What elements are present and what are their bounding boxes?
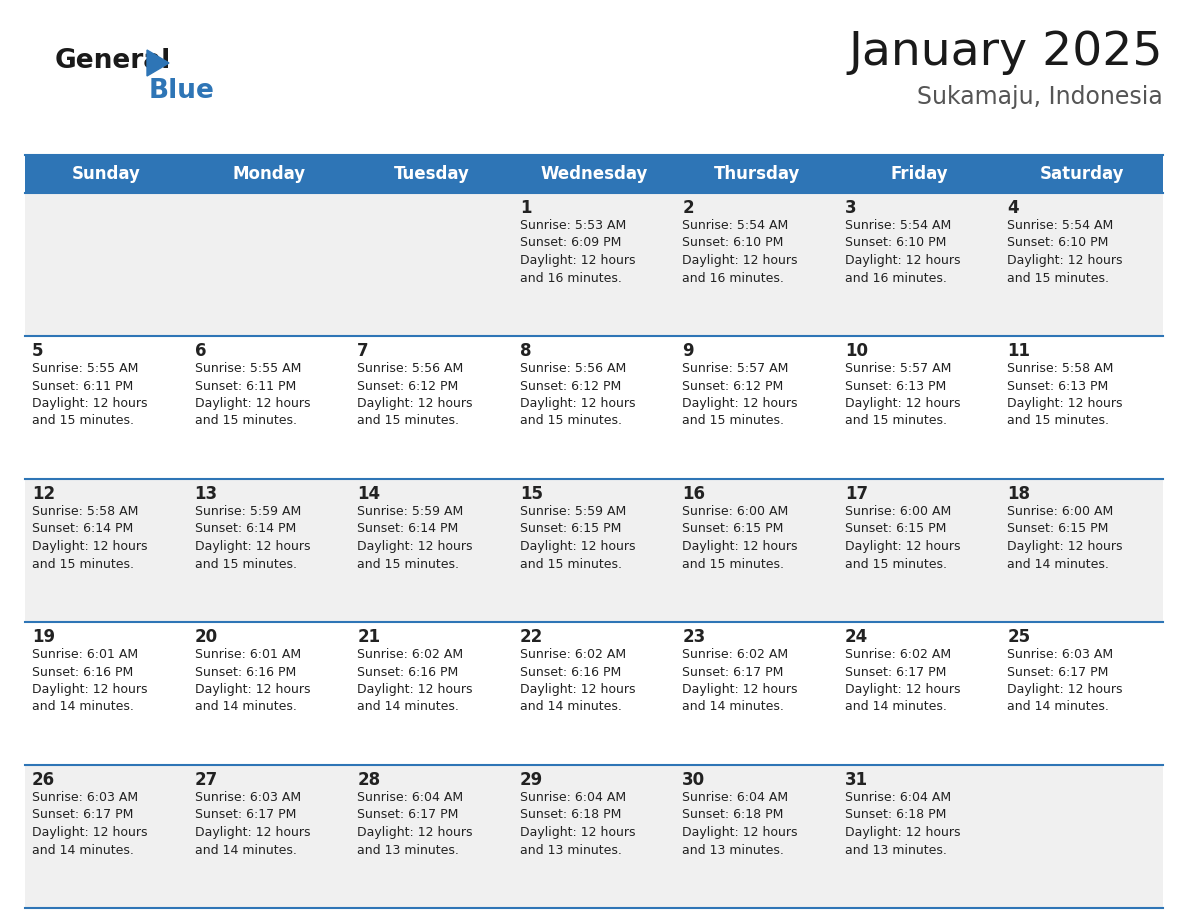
Text: Sunrise: 5:59 AM
Sunset: 6:14 PM
Daylight: 12 hours
and 15 minutes.: Sunrise: 5:59 AM Sunset: 6:14 PM Dayligh… — [358, 505, 473, 570]
Text: Sunrise: 6:01 AM
Sunset: 6:16 PM
Daylight: 12 hours
and 14 minutes.: Sunrise: 6:01 AM Sunset: 6:16 PM Dayligh… — [195, 648, 310, 713]
Text: 5: 5 — [32, 342, 44, 360]
Text: 18: 18 — [1007, 485, 1030, 503]
Text: Sukamaju, Indonesia: Sukamaju, Indonesia — [917, 85, 1163, 109]
Text: Sunrise: 6:03 AM
Sunset: 6:17 PM
Daylight: 12 hours
and 14 minutes.: Sunrise: 6:03 AM Sunset: 6:17 PM Dayligh… — [195, 791, 310, 856]
Text: Sunrise: 5:59 AM
Sunset: 6:14 PM
Daylight: 12 hours
and 15 minutes.: Sunrise: 5:59 AM Sunset: 6:14 PM Dayligh… — [195, 505, 310, 570]
Text: Sunrise: 6:00 AM
Sunset: 6:15 PM
Daylight: 12 hours
and 14 minutes.: Sunrise: 6:00 AM Sunset: 6:15 PM Dayligh… — [1007, 505, 1123, 570]
Text: Sunrise: 6:03 AM
Sunset: 6:17 PM
Daylight: 12 hours
and 14 minutes.: Sunrise: 6:03 AM Sunset: 6:17 PM Dayligh… — [32, 791, 147, 856]
Text: Sunrise: 5:56 AM
Sunset: 6:12 PM
Daylight: 12 hours
and 15 minutes.: Sunrise: 5:56 AM Sunset: 6:12 PM Dayligh… — [358, 362, 473, 428]
Text: 11: 11 — [1007, 342, 1030, 360]
Text: Sunrise: 5:59 AM
Sunset: 6:15 PM
Daylight: 12 hours
and 15 minutes.: Sunrise: 5:59 AM Sunset: 6:15 PM Dayligh… — [519, 505, 636, 570]
Bar — [25, 622, 1163, 765]
Text: Blue: Blue — [148, 78, 215, 104]
Text: 21: 21 — [358, 628, 380, 646]
Text: Sunrise: 6:02 AM
Sunset: 6:17 PM
Daylight: 12 hours
and 14 minutes.: Sunrise: 6:02 AM Sunset: 6:17 PM Dayligh… — [845, 648, 960, 713]
Bar — [838, 155, 1000, 193]
Text: Sunrise: 5:54 AM
Sunset: 6:10 PM
Daylight: 12 hours
and 15 minutes.: Sunrise: 5:54 AM Sunset: 6:10 PM Dayligh… — [1007, 219, 1123, 285]
Text: January 2025: January 2025 — [848, 30, 1163, 75]
Text: 16: 16 — [682, 485, 706, 503]
Text: 22: 22 — [519, 628, 543, 646]
Text: 9: 9 — [682, 342, 694, 360]
Text: Sunrise: 6:02 AM
Sunset: 6:17 PM
Daylight: 12 hours
and 14 minutes.: Sunrise: 6:02 AM Sunset: 6:17 PM Dayligh… — [682, 648, 798, 713]
Text: 20: 20 — [195, 628, 217, 646]
Text: Sunrise: 6:04 AM
Sunset: 6:18 PM
Daylight: 12 hours
and 13 minutes.: Sunrise: 6:04 AM Sunset: 6:18 PM Dayligh… — [519, 791, 636, 856]
Text: Sunrise: 6:02 AM
Sunset: 6:16 PM
Daylight: 12 hours
and 14 minutes.: Sunrise: 6:02 AM Sunset: 6:16 PM Dayligh… — [519, 648, 636, 713]
Bar — [25, 479, 1163, 622]
Text: 31: 31 — [845, 771, 868, 789]
Text: Sunrise: 5:58 AM
Sunset: 6:14 PM
Daylight: 12 hours
and 15 minutes.: Sunrise: 5:58 AM Sunset: 6:14 PM Dayligh… — [32, 505, 147, 570]
Text: 28: 28 — [358, 771, 380, 789]
Text: Sunrise: 6:04 AM
Sunset: 6:18 PM
Daylight: 12 hours
and 13 minutes.: Sunrise: 6:04 AM Sunset: 6:18 PM Dayligh… — [845, 791, 960, 856]
Text: Sunrise: 5:57 AM
Sunset: 6:12 PM
Daylight: 12 hours
and 15 minutes.: Sunrise: 5:57 AM Sunset: 6:12 PM Dayligh… — [682, 362, 798, 428]
Bar — [675, 155, 838, 193]
Text: Thursday: Thursday — [713, 165, 800, 183]
Text: Sunrise: 5:57 AM
Sunset: 6:13 PM
Daylight: 12 hours
and 15 minutes.: Sunrise: 5:57 AM Sunset: 6:13 PM Dayligh… — [845, 362, 960, 428]
Text: General: General — [55, 48, 171, 74]
Text: 7: 7 — [358, 342, 368, 360]
Bar — [513, 155, 675, 193]
Text: 4: 4 — [1007, 199, 1019, 217]
Text: 24: 24 — [845, 628, 868, 646]
Text: 3: 3 — [845, 199, 857, 217]
Text: 1: 1 — [519, 199, 531, 217]
Text: Sunrise: 5:54 AM
Sunset: 6:10 PM
Daylight: 12 hours
and 16 minutes.: Sunrise: 5:54 AM Sunset: 6:10 PM Dayligh… — [845, 219, 960, 285]
Text: 30: 30 — [682, 771, 706, 789]
Text: Sunrise: 6:00 AM
Sunset: 6:15 PM
Daylight: 12 hours
and 15 minutes.: Sunrise: 6:00 AM Sunset: 6:15 PM Dayligh… — [682, 505, 798, 570]
Bar — [188, 155, 350, 193]
Text: Sunrise: 5:58 AM
Sunset: 6:13 PM
Daylight: 12 hours
and 15 minutes.: Sunrise: 5:58 AM Sunset: 6:13 PM Dayligh… — [1007, 362, 1123, 428]
Text: 27: 27 — [195, 771, 217, 789]
Text: 6: 6 — [195, 342, 206, 360]
Bar — [350, 155, 513, 193]
Text: 10: 10 — [845, 342, 868, 360]
Text: Saturday: Saturday — [1040, 165, 1124, 183]
Text: 19: 19 — [32, 628, 55, 646]
Text: Sunrise: 6:03 AM
Sunset: 6:17 PM
Daylight: 12 hours
and 14 minutes.: Sunrise: 6:03 AM Sunset: 6:17 PM Dayligh… — [1007, 648, 1123, 713]
Text: 29: 29 — [519, 771, 543, 789]
Text: 14: 14 — [358, 485, 380, 503]
Text: Wednesday: Wednesday — [541, 165, 647, 183]
Text: 26: 26 — [32, 771, 55, 789]
Text: Monday: Monday — [233, 165, 305, 183]
Text: Sunrise: 6:00 AM
Sunset: 6:15 PM
Daylight: 12 hours
and 15 minutes.: Sunrise: 6:00 AM Sunset: 6:15 PM Dayligh… — [845, 505, 960, 570]
Bar — [25, 155, 188, 193]
Text: Sunday: Sunday — [71, 165, 140, 183]
Text: 25: 25 — [1007, 628, 1030, 646]
Text: 2: 2 — [682, 199, 694, 217]
Text: Sunrise: 6:02 AM
Sunset: 6:16 PM
Daylight: 12 hours
and 14 minutes.: Sunrise: 6:02 AM Sunset: 6:16 PM Dayligh… — [358, 648, 473, 713]
Text: Sunrise: 6:04 AM
Sunset: 6:18 PM
Daylight: 12 hours
and 13 minutes.: Sunrise: 6:04 AM Sunset: 6:18 PM Dayligh… — [682, 791, 798, 856]
Text: 12: 12 — [32, 485, 55, 503]
Text: 23: 23 — [682, 628, 706, 646]
Polygon shape — [147, 50, 169, 76]
Text: Sunrise: 5:55 AM
Sunset: 6:11 PM
Daylight: 12 hours
and 15 minutes.: Sunrise: 5:55 AM Sunset: 6:11 PM Dayligh… — [32, 362, 147, 428]
Text: Sunrise: 6:01 AM
Sunset: 6:16 PM
Daylight: 12 hours
and 14 minutes.: Sunrise: 6:01 AM Sunset: 6:16 PM Dayligh… — [32, 648, 147, 713]
Bar — [25, 336, 1163, 479]
Text: Sunrise: 5:56 AM
Sunset: 6:12 PM
Daylight: 12 hours
and 15 minutes.: Sunrise: 5:56 AM Sunset: 6:12 PM Dayligh… — [519, 362, 636, 428]
Text: 8: 8 — [519, 342, 531, 360]
Text: 17: 17 — [845, 485, 868, 503]
Text: Sunrise: 6:04 AM
Sunset: 6:17 PM
Daylight: 12 hours
and 13 minutes.: Sunrise: 6:04 AM Sunset: 6:17 PM Dayligh… — [358, 791, 473, 856]
Text: Sunrise: 5:54 AM
Sunset: 6:10 PM
Daylight: 12 hours
and 16 minutes.: Sunrise: 5:54 AM Sunset: 6:10 PM Dayligh… — [682, 219, 798, 285]
Bar — [25, 193, 1163, 336]
Bar — [1000, 155, 1163, 193]
Text: Sunrise: 5:55 AM
Sunset: 6:11 PM
Daylight: 12 hours
and 15 minutes.: Sunrise: 5:55 AM Sunset: 6:11 PM Dayligh… — [195, 362, 310, 428]
Text: Sunrise: 5:53 AM
Sunset: 6:09 PM
Daylight: 12 hours
and 16 minutes.: Sunrise: 5:53 AM Sunset: 6:09 PM Dayligh… — [519, 219, 636, 285]
Text: Tuesday: Tuesday — [393, 165, 469, 183]
Text: 15: 15 — [519, 485, 543, 503]
Bar — [25, 765, 1163, 908]
Text: 13: 13 — [195, 485, 217, 503]
Text: Friday: Friday — [890, 165, 948, 183]
